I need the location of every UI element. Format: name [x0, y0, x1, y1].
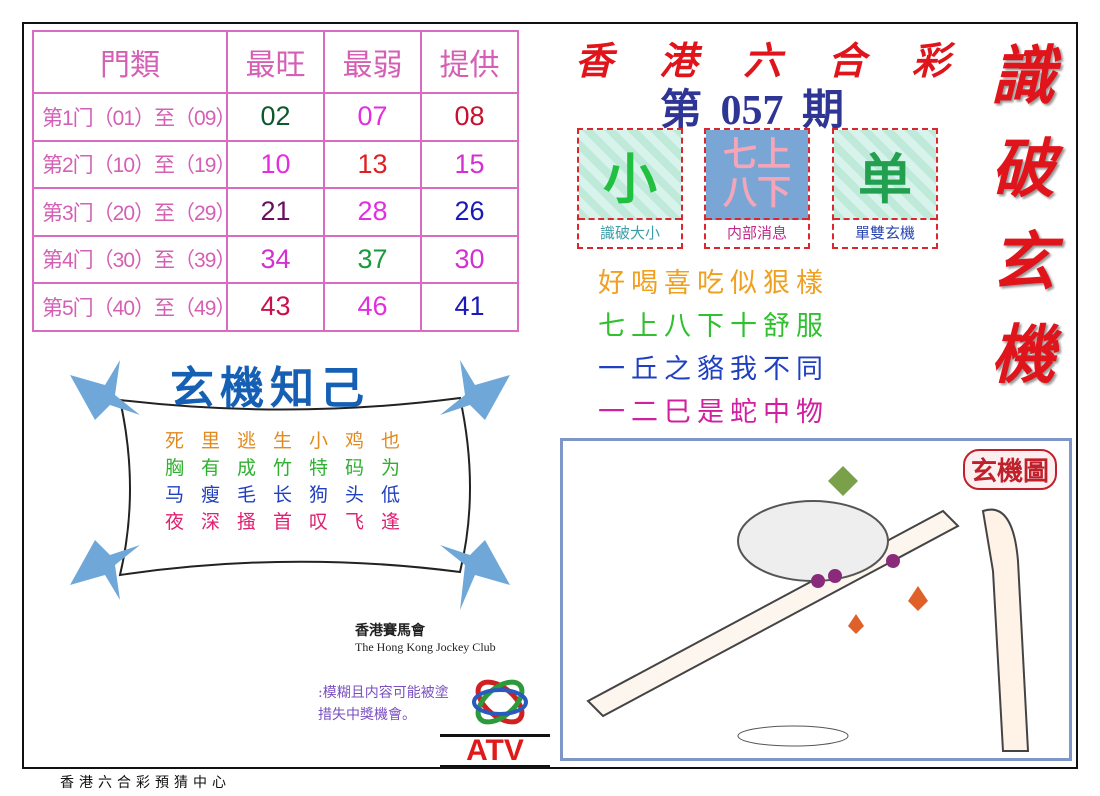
number-cell: 46 — [323, 282, 422, 332]
number-cell: 08 — [420, 92, 519, 142]
number-table: 門類 最旺 最弱 提供 第1门（01）至（09） 02 07 08 第2门（10）至（1… — [32, 30, 519, 332]
box-glyph: 小 — [579, 130, 681, 220]
title-char: 六 — [743, 38, 782, 83]
number-cell: 30 — [420, 234, 519, 284]
box-glyph: 单 — [834, 130, 936, 220]
row-label: 第4门（30）至（39） — [32, 234, 236, 284]
number-cell: 10 — [226, 139, 325, 189]
number-cell: 26 — [420, 187, 519, 237]
slogan-line: 七上八下十舒服 — [598, 311, 829, 342]
box-caption: 單雙玄機 — [854, 224, 915, 242]
picture-label: 玄機圖 — [962, 449, 1057, 490]
vertical-title: 識 破 玄 機 — [978, 30, 1068, 402]
table-row: 第3门（20）至（29） 21 28 26 — [32, 187, 519, 237]
poem-line: 夜深搔首叹飞逢 — [165, 511, 418, 533]
poem: 死里逃生小鸡也 胸有成竹特码为 马瘦毛长狗头低 夜深搔首叹飞逢 — [165, 428, 417, 536]
title-char: 香 — [575, 38, 614, 83]
poem-line: 死里逃生小鸡也 — [165, 430, 418, 452]
header-hottest: 最旺 — [226, 30, 325, 94]
poster-frame — [22, 22, 1078, 769]
vertical-char: 玄 — [991, 225, 1055, 300]
box-size-hint: 小 識破大小 — [577, 128, 683, 249]
table-row: 第5门（40）至（49） 43 46 41 — [32, 282, 519, 332]
lottery-title: 香 港 六 合 彩 — [575, 30, 950, 85]
hkjc-name-en: The Hong Kong Jockey Club — [355, 640, 496, 654]
disclaimer: :模糊且内容可能被塗 措失中獎機會。 — [318, 682, 449, 726]
poem-line: 马瘦毛长狗头低 — [165, 484, 418, 506]
row-label: 第1门（01）至（09） — [32, 92, 236, 142]
number-cell: 37 — [323, 234, 422, 284]
vertical-char: 機 — [991, 318, 1055, 393]
table-row: 第1门（01）至（09） 02 07 08 — [32, 92, 519, 142]
number-cell: 34 — [226, 234, 325, 284]
issue-number: 第 057 期 — [660, 88, 845, 134]
poem-line: 胸有成竹特码为 — [165, 457, 418, 479]
banner-title: 玄機知己 — [170, 363, 370, 414]
scroll-banner-frame — [70, 360, 510, 610]
hkjc-name-zh: 香港賽馬會 — [355, 623, 425, 639]
box-odd-even: 单 單雙玄機 — [832, 128, 938, 249]
box-caption: 内部消息 — [726, 224, 787, 242]
header-provided: 提供 — [420, 30, 519, 94]
table-header-row: 門類 最旺 最弱 提供 — [32, 30, 519, 94]
box-caption: 識破大小 — [599, 224, 660, 242]
number-cell: 43 — [226, 282, 325, 332]
table-row: 第2门（10）至（19） 10 13 15 — [32, 139, 519, 189]
atv-logo-text: ATV — [440, 734, 550, 768]
number-cell: 02 — [226, 92, 325, 142]
number-cell: 41 — [420, 282, 519, 332]
riddle-picture: 玄機圖 — [560, 438, 1072, 761]
title-char: 合 — [827, 38, 866, 83]
vertical-char: 識 — [991, 39, 1055, 114]
row-label: 第3门（20）至（29） — [32, 187, 236, 237]
swallow-icon — [440, 360, 510, 420]
swallow-icon — [70, 360, 140, 420]
row-label: 第5门（40）至（49） — [32, 282, 236, 332]
number-cell: 21 — [226, 187, 325, 237]
title-char: 港 — [659, 38, 698, 83]
header-weakest: 最弱 — [323, 30, 422, 94]
swallow-icon — [440, 540, 510, 610]
slogan-line: 好喝喜吃似狠樣 — [598, 268, 829, 299]
header-category: 門類 — [32, 30, 228, 94]
hkjc-logo: 香港賽馬會 The Hong Kong Jockey Club — [355, 620, 496, 655]
row-label: 第2门（10）至（19） — [32, 139, 236, 189]
number-cell: 28 — [323, 187, 422, 237]
slogan-line: 一二巳是蛇中物 — [598, 397, 829, 428]
box-inside-news: 七上 八下 内部消息 — [704, 128, 810, 249]
footer-text: 香港六合彩預猜中心 — [60, 775, 231, 791]
hedgehog-illustration — [586, 466, 1030, 752]
disclaimer-line: 措失中獎機會。 — [318, 707, 416, 723]
slogans: 好喝喜吃似狠樣 七上八下十舒服 一丘之貉我不同 一二巳是蛇中物 — [598, 262, 829, 434]
atv-logo-icon — [472, 679, 528, 725]
vertical-char: 破 — [991, 132, 1055, 207]
table-row: 第4门（30）至（39） 34 37 30 — [32, 234, 519, 284]
swallow-icon — [70, 540, 140, 600]
disclaimer-line: :模糊且内容可能被塗 — [318, 685, 449, 701]
slogan-line: 一丘之貉我不同 — [598, 354, 829, 385]
number-cell: 13 — [323, 139, 422, 189]
box-glyph: 七上 八下 — [706, 130, 808, 220]
title-char: 彩 — [911, 38, 950, 83]
number-cell: 15 — [420, 139, 519, 189]
number-cell: 07 — [323, 92, 422, 142]
